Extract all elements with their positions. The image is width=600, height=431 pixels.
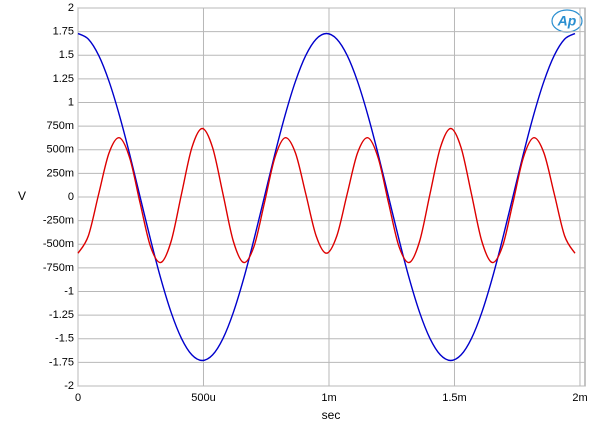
- y-tick-label: -1.25: [49, 309, 74, 321]
- y-tick-label: 1: [68, 96, 74, 108]
- x-tick-label: 1m: [321, 392, 336, 404]
- y-tick-label: -2: [64, 380, 74, 392]
- y-tick-label: 2: [68, 2, 74, 14]
- series-line: [77, 127, 576, 264]
- y-tick-label: 750m: [46, 120, 74, 132]
- y-tick-label: 500m: [46, 144, 74, 156]
- x-tick-label: 0: [75, 392, 81, 404]
- y-tick-label: 1.5: [59, 49, 74, 61]
- y-axis-label: V: [18, 189, 26, 203]
- y-tick-label: 250m: [46, 167, 74, 179]
- y-tick-label: -1.75: [49, 356, 74, 368]
- x-tick-label: 1.5m: [442, 392, 466, 404]
- x-tick-label: 500u: [191, 392, 215, 404]
- y-tick-label: -750m: [43, 262, 74, 274]
- y-tick-label: -1: [64, 285, 74, 297]
- y-tick-label: -1.5: [55, 333, 74, 345]
- x-tick-label: 2m: [572, 392, 587, 404]
- series-line: [77, 32, 576, 362]
- y-tick-label: -250m: [43, 215, 74, 227]
- x-axis-label: sec: [322, 408, 341, 422]
- logo: Ap: [557, 13, 577, 29]
- y-tick-label: -500m: [43, 238, 74, 250]
- y-tick-label: 1.75: [53, 26, 74, 38]
- y-tick-label: 1.25: [53, 73, 74, 85]
- y-tick-label: 0: [68, 191, 74, 203]
